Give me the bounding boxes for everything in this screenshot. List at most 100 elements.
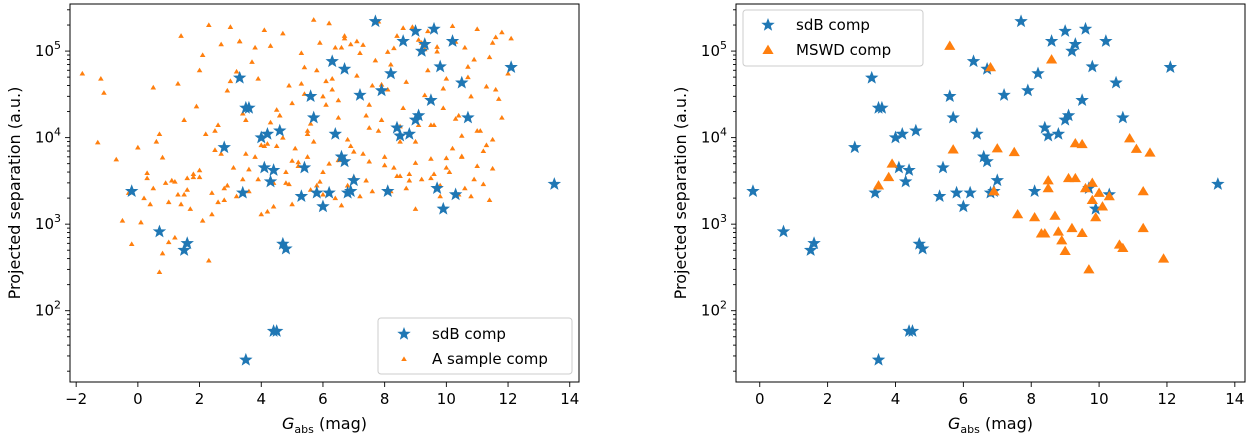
data-point	[304, 131, 311, 137]
data-point	[190, 171, 197, 176]
data-point	[233, 193, 240, 199]
legend-box-right	[742, 9, 924, 67]
data-point	[434, 48, 440, 54]
data-point	[218, 41, 224, 47]
data-point	[298, 81, 305, 86]
data-point	[1093, 187, 1105, 197]
data-point	[159, 250, 166, 256]
data-point	[313, 182, 320, 188]
y-axis-right: 102 103 104 105	[701, 9, 736, 372]
data-point	[294, 189, 309, 202]
data-point	[471, 176, 477, 182]
data-point	[323, 78, 329, 84]
data-point	[196, 67, 203, 73]
y-tick-label: 104	[701, 126, 727, 147]
data-point	[258, 211, 265, 217]
data-point	[547, 177, 562, 190]
series-a-sample-comp	[79, 17, 514, 274]
data-point	[1059, 245, 1071, 255]
data-point	[1078, 21, 1093, 35]
data-point	[414, 44, 429, 57]
data-point	[152, 224, 167, 238]
data-point	[360, 151, 366, 156]
data-point	[190, 174, 197, 180]
plot-area-right	[746, 14, 1225, 366]
data-point	[263, 174, 278, 188]
data-point	[212, 128, 218, 133]
data-point	[428, 122, 434, 127]
legend-left: sdB comp A sample comp	[377, 317, 573, 375]
data-point	[295, 159, 302, 165]
data-point	[895, 126, 909, 140]
y-tick-label: 105	[35, 39, 61, 60]
data-point	[418, 176, 425, 182]
data-point	[902, 324, 916, 337]
data-point	[141, 195, 147, 201]
data-point	[289, 158, 295, 163]
data-point	[452, 116, 459, 121]
data-point	[1083, 264, 1095, 274]
data-point	[273, 107, 280, 112]
data-point	[347, 41, 354, 47]
data-point	[232, 70, 247, 84]
data-point	[341, 33, 348, 38]
data-point	[347, 143, 354, 149]
data-point	[1042, 175, 1054, 185]
data-point	[428, 156, 434, 161]
data-point	[252, 154, 258, 159]
data-point	[437, 193, 443, 199]
data-point	[465, 64, 471, 69]
legend-label-a-sample-left: A sample comp	[432, 350, 548, 368]
data-point	[445, 34, 460, 47]
data-point	[1051, 126, 1066, 140]
data-point	[337, 154, 352, 168]
data-point	[1086, 177, 1098, 187]
data-point	[289, 100, 295, 106]
data-point	[257, 160, 272, 174]
data-point	[1090, 211, 1102, 222]
series-mswd-comp	[872, 40, 1170, 274]
data-point	[328, 126, 343, 140]
data-point	[215, 199, 221, 205]
data-point	[1124, 133, 1136, 143]
data-point	[316, 199, 330, 213]
data-point	[378, 117, 385, 122]
data-point	[320, 191, 326, 197]
data-point	[886, 158, 898, 168]
x-tick-label: 0	[755, 390, 765, 408]
data-point	[273, 123, 287, 137]
data-point	[280, 134, 286, 140]
data-point	[307, 120, 314, 126]
data-point	[310, 138, 317, 144]
data-point	[400, 25, 406, 30]
data-point	[266, 324, 281, 337]
data-point	[489, 165, 496, 171]
data-point	[202, 131, 209, 137]
data-point	[94, 139, 101, 145]
data-point	[215, 122, 221, 127]
data-point	[329, 86, 336, 92]
data-point	[391, 45, 397, 51]
data-point	[397, 138, 403, 144]
data-point	[239, 176, 246, 182]
data-point	[384, 86, 391, 92]
data-point	[239, 110, 246, 116]
data-point	[337, 61, 352, 75]
data-point	[403, 185, 410, 191]
data-point	[313, 67, 320, 73]
data-point	[430, 181, 444, 194]
data-point	[486, 54, 493, 60]
data-point	[169, 177, 175, 183]
legend-marker	[401, 356, 407, 361]
data-point	[261, 27, 268, 33]
data-point	[480, 181, 487, 187]
data-point	[1039, 228, 1051, 238]
data-point	[483, 142, 490, 148]
data-point	[374, 83, 389, 97]
data-point	[243, 151, 249, 156]
data-point	[428, 175, 434, 181]
data-point	[286, 181, 292, 187]
data-point	[177, 243, 191, 256]
data-point	[1027, 184, 1042, 197]
data-point	[357, 50, 363, 56]
